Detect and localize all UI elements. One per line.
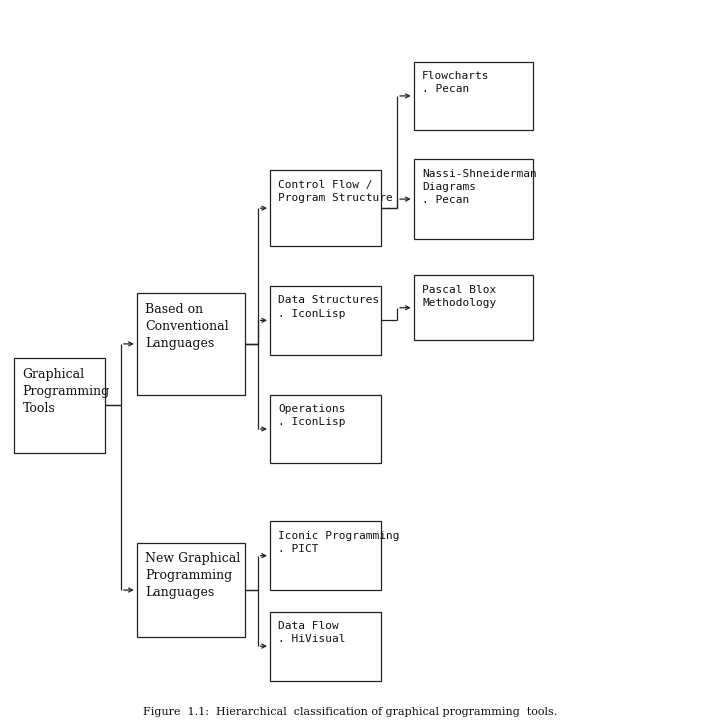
Text: Data Structures
. IconLisp: Data Structures . IconLisp bbox=[278, 295, 379, 319]
Text: Nassi-Shneiderman
Diagrams
. Pecan: Nassi-Shneiderman Diagrams . Pecan bbox=[422, 169, 537, 205]
Text: Operations
. IconLisp: Operations . IconLisp bbox=[278, 404, 346, 427]
Text: Based on
Conventional
Languages: Based on Conventional Languages bbox=[145, 303, 229, 350]
Text: Flowcharts
. Pecan: Flowcharts . Pecan bbox=[422, 71, 489, 94]
Text: Control Flow /
Program Structure: Control Flow / Program Structure bbox=[278, 180, 393, 203]
FancyBboxPatch shape bbox=[270, 521, 381, 590]
Text: Data Flow
. HiVisual: Data Flow . HiVisual bbox=[278, 621, 346, 644]
FancyBboxPatch shape bbox=[14, 358, 105, 452]
Text: Figure  1.1:  Hierarchical  classification of graphical programming  tools.: Figure 1.1: Hierarchical classification … bbox=[144, 707, 557, 717]
FancyBboxPatch shape bbox=[137, 293, 245, 395]
FancyBboxPatch shape bbox=[270, 612, 381, 681]
FancyBboxPatch shape bbox=[270, 395, 381, 463]
FancyBboxPatch shape bbox=[414, 159, 533, 239]
FancyBboxPatch shape bbox=[414, 275, 533, 340]
FancyBboxPatch shape bbox=[137, 543, 245, 637]
FancyBboxPatch shape bbox=[270, 286, 381, 355]
FancyBboxPatch shape bbox=[270, 170, 381, 246]
Text: New Graphical
Programming
Languages: New Graphical Programming Languages bbox=[145, 552, 240, 599]
Text: Iconic Programming
. PICT: Iconic Programming . PICT bbox=[278, 531, 400, 554]
FancyBboxPatch shape bbox=[414, 62, 533, 130]
Text: Pascal Blox
Methodology: Pascal Blox Methodology bbox=[422, 285, 496, 308]
Text: Graphical
Programming
Tools: Graphical Programming Tools bbox=[22, 368, 109, 415]
